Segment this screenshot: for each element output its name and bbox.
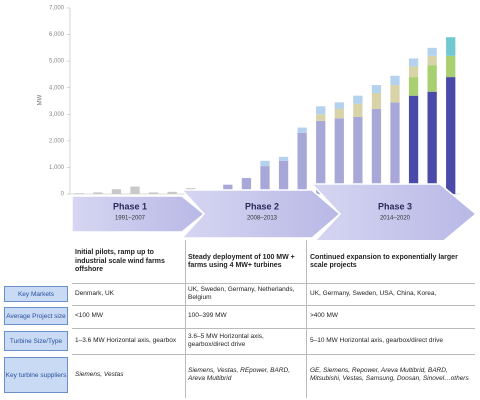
bar-segment [408,77,419,96]
y-tick-label: 1,000 [49,165,65,171]
bar-segment [446,77,456,194]
table-cell: GE, Siemens, Repower, Areva Multibrid, B… [310,367,469,382]
bar-segment [241,178,252,194]
table-cell: UK, Sweden, Germany, Netherlands, Belgiu… [188,286,295,301]
bar-segment [353,116,363,194]
y-tick-label: 3,000 [49,112,65,118]
phase-arrow [180,189,342,239]
bar-segment [316,120,326,194]
y-tick-label: 4,000 [49,85,65,91]
phase-arrow [310,183,478,240]
bar-segment [111,189,122,194]
bar-segment [408,66,419,78]
table-cell: UK, Germany, Sweden, USA, China, Korea, [310,290,437,298]
table-cell: 1–3.6 MW Horizontal axis, gearbox [75,337,177,345]
bar-segment [390,75,400,86]
bar-segment [260,166,270,194]
bar-segment [130,186,140,194]
phase-arrows [71,183,478,240]
table-cell: Siemens, Vestas, REpower, BARD, Areva Mu… [188,367,290,382]
phase-years: 1991–2007 [115,216,146,222]
table-cell: >400 MW [310,312,338,320]
divider [72,305,475,306]
bar-segment [427,91,437,194]
column-header: Continued expansion to exponentially lar… [310,253,458,269]
divider [72,283,475,284]
bar-segment [260,160,270,167]
bar-segment [353,103,363,117]
y-tick-label: 2,000 [49,138,65,144]
bar-segment [353,95,363,104]
table-cell: 3.6–5 MW Horizontal axis, gearbox/direct… [188,333,264,348]
chart: MW 01,0002,0003,0004,0005,0006,0007,000 … [38,6,478,240]
bar-segment [297,127,307,133]
bar-segment [148,192,159,194]
y-tick-label: 5,000 [49,59,65,65]
table-cell: 100–399 MW [188,312,227,320]
bar-segment [316,106,326,115]
y-tick-label: 7,000 [49,6,65,12]
bar-segment [278,160,289,194]
bar-segment [427,65,437,92]
table-cell: Denmark, UK [75,290,115,298]
row-label: Average Project size [4,307,68,325]
bar-segment [278,156,289,161]
bar-segment [408,95,419,194]
phase-name: Phase 2 [245,201,279,211]
column-header: Initial pilots, ramp up to industrial sc… [75,249,165,274]
column-header: Steady deployment of 100 MW + farms usin… [188,253,295,269]
row-label: Key turbine suppliers [4,357,68,393]
bar-segment [371,108,382,194]
bar-segment [371,85,382,94]
bar-segment [316,114,326,121]
bar-segment [446,55,456,78]
y-tick-label: 6,000 [49,32,65,38]
bar-segment [93,192,103,194]
bar-segment [390,102,400,194]
table-cell: Siemens, Vestas [75,371,124,379]
divider [72,328,475,329]
bar-segment [334,102,344,109]
bar-segment [390,85,400,103]
bar-segment [74,193,84,194]
bar-segment [427,55,437,66]
divider [185,240,186,398]
divider [306,240,307,398]
bar-segment [408,58,419,67]
row-label: Key Markets [4,286,68,302]
phase-years: 2008–2013 [247,216,278,222]
divider [72,354,475,355]
row-label: Turbine Size/Type [4,331,68,351]
phase-years: 2014–2020 [380,216,411,222]
bar-segment [334,108,344,119]
phase-name: Phase 3 [378,201,412,211]
bar-segment [446,37,456,56]
bar-segment [371,93,382,109]
bar-segment [334,118,344,194]
phase-arrow [71,195,206,233]
table-cell: 5–10 MW Horizontal axis, gearbox/direct … [310,337,443,345]
bar-segment [167,191,177,194]
bar-segment [297,132,307,194]
phase-name: Phase 1 [113,201,147,211]
y-axis-label: MW [38,94,44,105]
table-cell: <100 MW [75,312,103,320]
y-tick-label: 0 [61,192,65,198]
bar-segment [427,47,437,56]
